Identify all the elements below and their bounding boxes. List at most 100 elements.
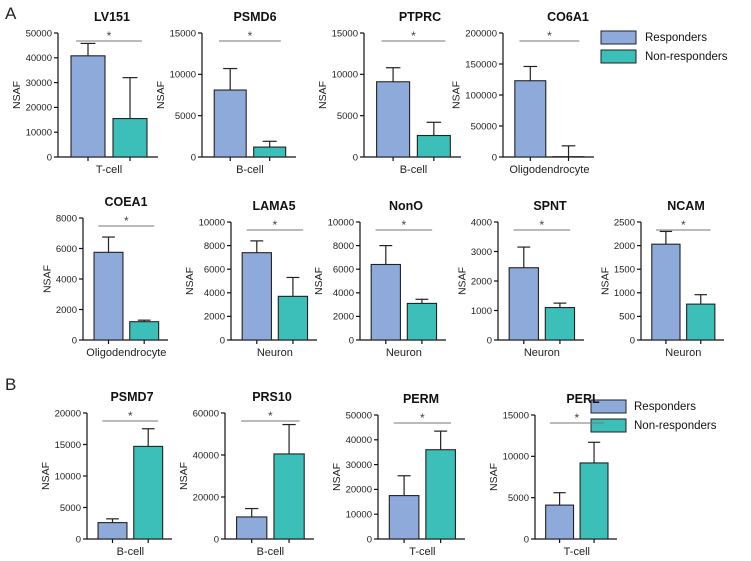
chart-title: SPNT (533, 199, 567, 213)
y-tick-label: 30000 (26, 78, 52, 89)
y-tick-label: 20000 (26, 103, 52, 114)
y-tick-label: 6000 (333, 265, 354, 276)
bar-chart-ptprc: PTPRC 0 5000 10000 15000 NSAF B-cell * (317, 10, 461, 176)
y-tick-label: 0 (630, 335, 635, 346)
y-axis-label: NSAF (488, 463, 500, 491)
y-tick-label: 2000 (204, 312, 225, 323)
legend-panel-a: Responders Non-responders (600, 30, 728, 64)
y-tick-label: 2000 (56, 305, 77, 316)
y-tick-label: 1000 (471, 306, 492, 317)
bar-responders (213, 89, 247, 158)
y-tick-label: 10000 (503, 452, 529, 463)
chart-title: NCAM (667, 199, 705, 213)
y-tick-label: 10000 (332, 70, 358, 81)
y-tick-label: 8000 (56, 213, 77, 224)
bar-chart-lv151: LV151 0 10000 20000 30000 40000 50000 NSAF T-cel… (11, 10, 158, 176)
y-axis-label: NSAF (40, 462, 52, 490)
bar-chart-perm: PERM 0 10000 20000 30000 40000 50000 NSAF T-cell… (331, 392, 465, 558)
legend-swatch-non-responders (600, 49, 637, 64)
bar-responders (241, 252, 272, 341)
y-tick-label: 40000 (193, 450, 219, 461)
y-tick-label: 20000 (193, 492, 219, 503)
bar-non-responders (133, 445, 164, 540)
y-tick-label: 15000 (55, 440, 81, 451)
y-tick-label: 6000 (56, 244, 77, 255)
significance-star: * (402, 218, 407, 232)
bar-non-responders (273, 453, 305, 540)
x-category-label: T-cell (96, 164, 122, 176)
y-tick-label: 1000 (614, 288, 635, 299)
y-axis-label: NSAF (313, 267, 325, 295)
significance-star: * (547, 29, 552, 43)
bar-chart-psmd6: PSMD6 0 5000 10000 15000 NSAF B-cell * (155, 10, 296, 176)
y-tick-label: 10000 (170, 70, 196, 81)
chart-title: CO6A1 (547, 10, 589, 24)
bar-responders (651, 243, 681, 341)
bar-chart-psmd7: PSMD7 0 5000 10000 15000 20000 NSAF B-cell * (40, 390, 172, 558)
x-category-label: T-cell (564, 546, 590, 558)
bar-responders (93, 251, 124, 341)
bar-responders (236, 516, 268, 540)
y-tick-label: 10000 (346, 510, 372, 521)
bar-responders (97, 522, 128, 540)
bar-non-responders (416, 134, 451, 158)
bar-responders (545, 504, 575, 540)
legend-label-non-responders: Non-responders (645, 51, 728, 63)
y-tick-label: 15000 (503, 410, 529, 421)
y-tick-label: 6000 (204, 265, 225, 276)
bar-non-responders (277, 295, 309, 341)
y-tick-label: 3000 (471, 247, 492, 258)
x-category-label: Neuron (665, 347, 701, 359)
y-tick-label: 60000 (193, 408, 219, 419)
bar-non-responders (425, 449, 456, 540)
bar-responders (70, 55, 106, 158)
y-tick-label: 50000 (471, 121, 497, 132)
bar-non-responders (544, 306, 576, 341)
bar-chart-spnt: SPNT 0 1000 2000 3000 4000 NSAF Neuron * (457, 199, 584, 359)
bar-non-responders (579, 462, 609, 540)
y-tick-label: 5000 (337, 111, 358, 122)
x-category-label: B-cell (257, 546, 285, 558)
legend-swatch-non-responders (590, 418, 627, 433)
x-category-label: Oligodendrocyte (509, 164, 589, 176)
x-category-label: Neuron (386, 347, 422, 359)
bar-responders (514, 80, 547, 158)
significance-star: * (420, 411, 425, 425)
significance-star: * (411, 29, 416, 43)
y-tick-label: 2000 (614, 241, 635, 252)
bar-chart-co6a1: CO6A1 0 50000 100000 150000 200000 NSAF Oligode… (450, 10, 594, 176)
y-tick-label: 0 (487, 335, 492, 346)
legend-swatch-responders (600, 30, 637, 45)
y-tick-label: 0 (220, 335, 225, 346)
x-category-label: B-cell (400, 164, 428, 176)
y-tick-label: 10000 (26, 128, 52, 139)
y-tick-label: 0 (191, 152, 196, 163)
legend-swatch-responders (590, 399, 627, 414)
bar-non-responders (112, 118, 148, 158)
y-tick-label: 15000 (170, 28, 196, 39)
y-tick-label: 1500 (614, 265, 635, 276)
y-tick-label: 4000 (56, 274, 77, 285)
significance-star: * (248, 29, 253, 43)
bar-chart-ncam: NCAM 0 500 1000 1500 2000 2500 NSAF Neuron * (600, 199, 724, 359)
y-axis-label: NSAF (450, 81, 462, 109)
y-tick-label: 10000 (55, 471, 81, 482)
bar-chart-prs10: PRS10 0 20000 40000 60000 NSAF B-cell * (178, 390, 314, 558)
y-tick-label: 0 (353, 152, 358, 163)
chart-title: PERM (403, 392, 439, 406)
x-category-label: Neuron (257, 347, 293, 359)
x-category-label: Oligodendrocyte (86, 347, 166, 359)
chart-title: PRS10 (252, 390, 292, 404)
y-tick-label: 30000 (346, 460, 372, 471)
y-tick-label: 0 (47, 152, 52, 163)
bar-responders (376, 81, 411, 158)
y-tick-label: 20000 (346, 485, 372, 496)
y-tick-label: 8000 (204, 241, 225, 252)
chart-title: NonO (389, 199, 423, 213)
legend-label-non-responders: Non-responders (634, 420, 717, 432)
bar-non-responders (406, 302, 438, 341)
chart-title: PSMD7 (110, 390, 153, 404)
y-tick-label: 4000 (471, 217, 492, 228)
significance-star: * (128, 409, 133, 423)
y-tick-label: 10000 (328, 217, 354, 228)
